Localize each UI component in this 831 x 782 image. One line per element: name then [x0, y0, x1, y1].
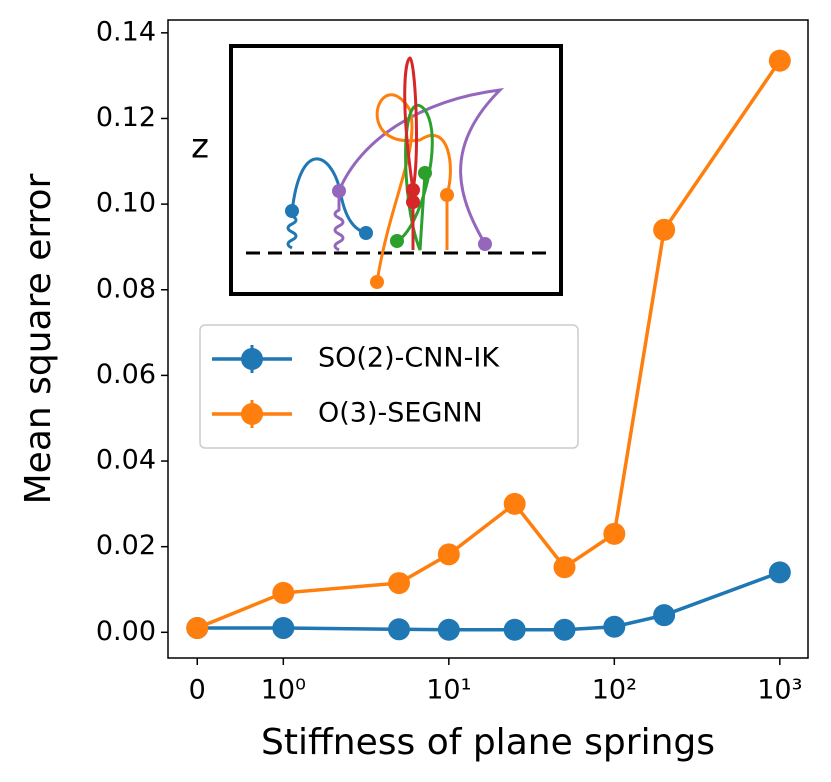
inset-path [333, 87, 505, 252]
point [186, 617, 209, 640]
point [272, 617, 295, 640]
point [768, 49, 791, 72]
inset-path [403, 56, 418, 250]
legend-marker [241, 403, 263, 425]
inset-label: z [191, 127, 209, 167]
y-tick-label: 0.10 [96, 188, 156, 219]
point [388, 572, 411, 595]
point [388, 618, 411, 641]
legend-box [199, 324, 579, 449]
x-axis-label: Stiffness of plane springs [261, 722, 715, 763]
y-tick-label: 0.04 [96, 445, 156, 476]
y-axis-label: Mean square error [18, 173, 59, 504]
legend-label: O(3)-SEGNN [318, 398, 483, 429]
point [653, 604, 676, 627]
x-tick-label: 10¹ [426, 675, 471, 706]
point [437, 543, 460, 566]
inset-frame [229, 44, 563, 296]
inset: z [191, 44, 563, 296]
point [272, 581, 295, 604]
plot-frame [167, 19, 809, 659]
point [653, 218, 676, 241]
point [503, 492, 526, 515]
inset-path [286, 157, 367, 250]
y-tick-label: 0.14 [96, 16, 156, 47]
y-tick-label: 0.02 [96, 530, 156, 561]
point [437, 618, 460, 641]
x-tick-label: 10⁰ [261, 675, 306, 706]
point [768, 561, 791, 584]
point [503, 618, 526, 641]
inset-path [375, 93, 452, 283]
x-tick-label: 10² [592, 675, 637, 706]
y-tick-label: 0.00 [96, 616, 156, 647]
point [553, 618, 576, 641]
point [553, 556, 576, 579]
x-tick-label: 10³ [757, 675, 802, 706]
x-tick-label: 0 [189, 675, 206, 706]
y-tick-label: 0.08 [96, 273, 156, 304]
y-tick-label: 0.12 [96, 102, 156, 133]
legend-label: SO(2)-CNN-IK [318, 343, 500, 374]
y-tick-label: 0.06 [96, 359, 156, 390]
legend-marker [241, 348, 263, 370]
point [603, 522, 626, 545]
point [603, 615, 626, 638]
